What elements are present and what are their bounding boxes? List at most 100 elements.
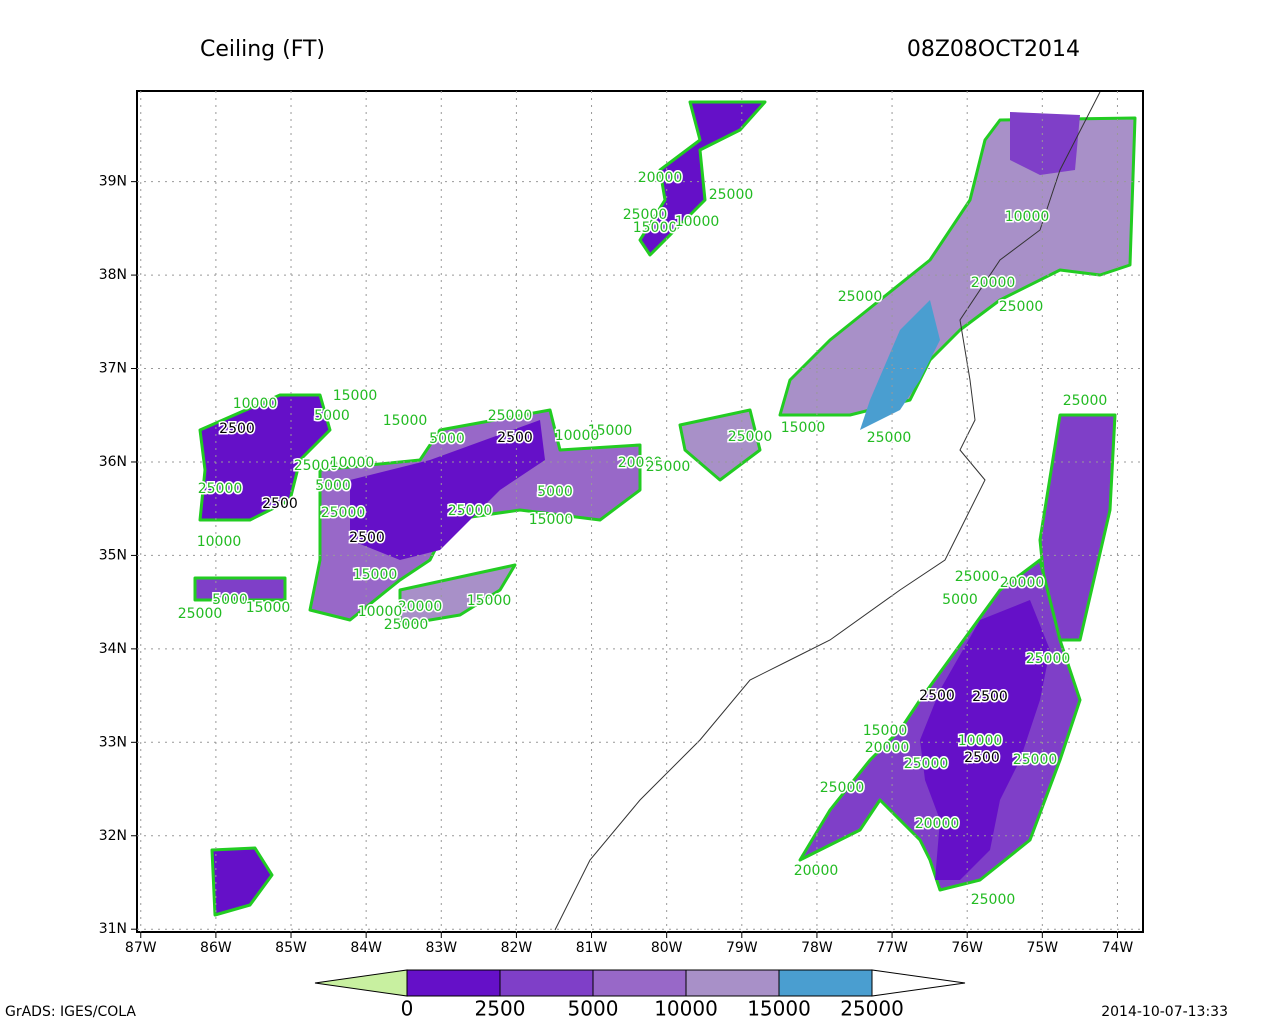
contour-label: 25000 — [623, 207, 668, 223]
contour-label: 15000 — [353, 567, 398, 583]
map-shading — [193, 91, 1137, 931]
contour-label: 5000 — [212, 592, 248, 608]
colorbar-label: 10000 — [654, 997, 718, 1021]
contour-label: 2500 — [219, 421, 255, 437]
contour-label: 15000 — [529, 512, 574, 528]
contour-label: 25000 — [999, 299, 1044, 315]
contour-label: 25000 — [867, 430, 912, 446]
y-tick-label: 37N — [99, 361, 127, 377]
x-tick-label: 86W — [200, 940, 232, 956]
contour-label: 20000 — [865, 740, 910, 756]
x-tick-label: 76W — [951, 940, 983, 956]
colorbar-end — [871, 969, 966, 997]
contour-label: 25000 — [1026, 651, 1071, 667]
contour-label: 15000 — [333, 388, 378, 404]
footer-left: GrADS: IGES/COLA — [5, 1004, 136, 1020]
x-tick-label: 79W — [726, 940, 758, 956]
contour-label: 2500 — [262, 496, 298, 512]
contour-label: 2500 — [972, 689, 1008, 705]
contour-label: 15000 — [863, 723, 908, 739]
contour-label: 25000 — [820, 780, 865, 796]
contour-label: 15000 — [467, 593, 512, 609]
contour-label: 10000 — [1005, 209, 1050, 225]
contour-label: 5000 — [315, 478, 351, 494]
contour-label: 5000 — [537, 484, 573, 500]
contour-label: 25000 — [955, 569, 1000, 585]
contour-label: 25000 — [178, 606, 223, 622]
contour-label: 25000 — [838, 289, 883, 305]
contour-label: 25000 — [294, 458, 339, 474]
contour-label: 10000 — [675, 214, 720, 230]
colorbar: 0 2500 5000 10000 15000 25000 — [314, 969, 966, 1021]
map-frame — [136, 90, 1144, 933]
title: Ceiling (FT) — [200, 37, 325, 62]
colorbar-label: 0 — [401, 997, 414, 1021]
contour-label: 25000 — [198, 481, 243, 497]
y-tick-label: 36N — [99, 454, 127, 470]
contour-label: 10000 — [358, 604, 403, 620]
contour-label: 15000 — [633, 220, 678, 236]
x-tick-label: 74W — [1102, 940, 1134, 956]
contour-label: 15000 — [781, 420, 826, 436]
contour-label: 20000 — [971, 275, 1016, 291]
contour-label: 5000 — [942, 592, 978, 608]
y-tick-label: 38N — [99, 267, 127, 283]
y-tick-label: 33N — [99, 734, 127, 750]
x-tick-label: 78W — [801, 940, 833, 956]
time: 08Z08OCT2014 — [907, 37, 1080, 62]
y-tick-label: 34N — [99, 641, 127, 657]
x-tick-label: 75W — [1026, 940, 1058, 956]
colorbar-end — [314, 969, 408, 997]
contour-label: 20000 — [794, 863, 839, 879]
x-tick-label: 83W — [425, 940, 457, 956]
contour-label: 25000 — [728, 429, 773, 445]
contour-label: 25000 — [904, 756, 949, 772]
contour-label: 25000 — [488, 408, 533, 424]
contour-label: 10000 — [233, 396, 278, 412]
contour-label: 25000 — [971, 892, 1016, 908]
y-tick-label: 31N — [99, 921, 127, 937]
colorbar-label: 5000 — [568, 997, 619, 1021]
colorbar-label: 25000 — [840, 997, 904, 1021]
x-tick-label: 77W — [876, 940, 908, 956]
colorbar-swatch — [685, 969, 780, 997]
colorbar-label: 2500 — [475, 997, 526, 1021]
x-tick-label: 82W — [501, 940, 533, 956]
contour-label: 25000 — [1013, 752, 1058, 768]
contour-label: 15000 — [246, 600, 291, 616]
contour-label: 25000 — [646, 459, 691, 475]
contour-label: 25000 — [448, 503, 493, 519]
x-tick-label: 87W — [125, 940, 157, 956]
x-tick-label: 81W — [576, 940, 608, 956]
contour-label: 10000 — [197, 534, 242, 550]
contour-label: 5000 — [429, 431, 465, 447]
colorbar-swatch — [592, 969, 687, 997]
contour-label: 2500 — [349, 530, 385, 546]
colorbar-swatch — [499, 969, 594, 997]
contour-label: 10000 — [330, 455, 375, 471]
footer-right: 2014-10-07-13:33 — [1101, 1004, 1228, 1020]
contour-label: 2500 — [919, 688, 955, 704]
contour-label: 20000 — [638, 170, 683, 186]
contour-label: 5000 — [314, 408, 350, 424]
contour-label: 20000 — [398, 599, 443, 615]
contour-label: 25000 — [1063, 393, 1108, 409]
y-tick-label: 32N — [99, 828, 127, 844]
y-tick-label: 35N — [99, 547, 127, 563]
contour-label: 25000 — [709, 187, 754, 203]
contour-label: 20000 — [915, 816, 960, 832]
contour-label: 25000 — [321, 505, 366, 521]
colorbar-label: 15000 — [747, 997, 811, 1021]
y-tick-label: 39N — [99, 174, 127, 190]
contour-label: 25000 — [384, 617, 429, 633]
contour-label: 2500 — [497, 430, 533, 446]
colorbar-swatch — [406, 969, 501, 997]
x-tick-label: 80W — [651, 940, 683, 956]
contour-label: 20000 — [618, 455, 663, 471]
contour-label: 20000 — [1000, 575, 1045, 591]
contour-label: 10000 — [555, 428, 600, 444]
contour-label: 15000 — [383, 413, 428, 429]
x-tick-label: 84W — [350, 940, 382, 956]
x-tick-label: 85W — [275, 940, 307, 956]
